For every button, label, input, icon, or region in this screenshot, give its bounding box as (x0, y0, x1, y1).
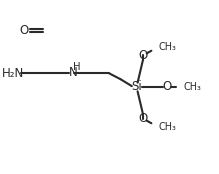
Text: O: O (138, 49, 148, 62)
Text: H₂N: H₂N (2, 67, 25, 80)
Text: H: H (73, 62, 81, 72)
Text: CH₃: CH₃ (183, 82, 201, 92)
Text: O: O (138, 112, 148, 125)
Text: N: N (68, 66, 77, 79)
Text: CH₃: CH₃ (159, 122, 177, 132)
Text: Si: Si (131, 81, 142, 93)
Text: CH₃: CH₃ (159, 42, 177, 52)
Text: O: O (163, 81, 172, 93)
Text: O: O (19, 24, 28, 37)
